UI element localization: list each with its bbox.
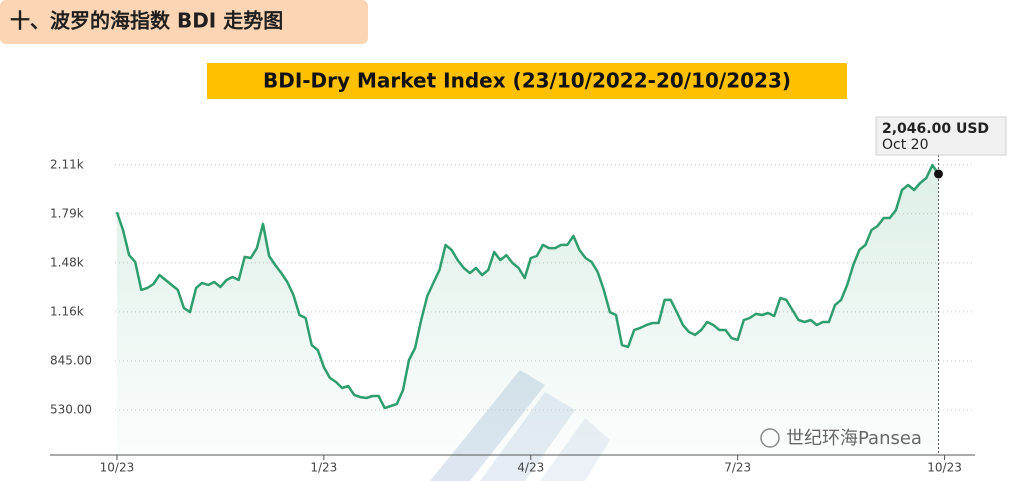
y-tick-label: 530.00 <box>50 403 92 417</box>
y-tick-label: 1.16k <box>50 304 84 318</box>
watermark-icon <box>760 428 780 448</box>
header-title: 十、波罗的海指数 BDI 走势图 <box>10 9 283 33</box>
line <box>115 163 940 410</box>
plot: 530.00 845.00 1.16k 1.48k 1.79k 2.11k 10/23 1/2… <box>50 155 975 475</box>
x-tick-label: 10/23 <box>100 461 135 475</box>
watermark: 世纪环海Pansea <box>786 428 922 449</box>
x-tick-label: 4/23 <box>517 461 544 475</box>
header-box <box>0 0 368 44</box>
tooltip-box <box>875 116 1007 156</box>
y-tick-label: 1.79k <box>50 206 84 220</box>
area <box>116 165 939 455</box>
x-tick-label: 10/23 <box>927 461 962 475</box>
x-tick-label: 7/23 <box>724 461 751 475</box>
tooltip-value: 2,046.00 USD <box>882 121 989 137</box>
chart-title: BDI-Dry Market Index (23/10/2022-20/10/2… <box>263 69 791 93</box>
y-tick-label: 1.48k <box>50 255 84 269</box>
tooltip-date: Oct 20 <box>882 137 928 153</box>
hover-dot <box>933 169 943 179</box>
x-tick-label: 1/23 <box>310 461 337 475</box>
y-tick-label: 845.00 <box>50 353 92 367</box>
y-tick-label: 2.11k <box>50 157 84 171</box>
title-box <box>207 63 847 99</box>
